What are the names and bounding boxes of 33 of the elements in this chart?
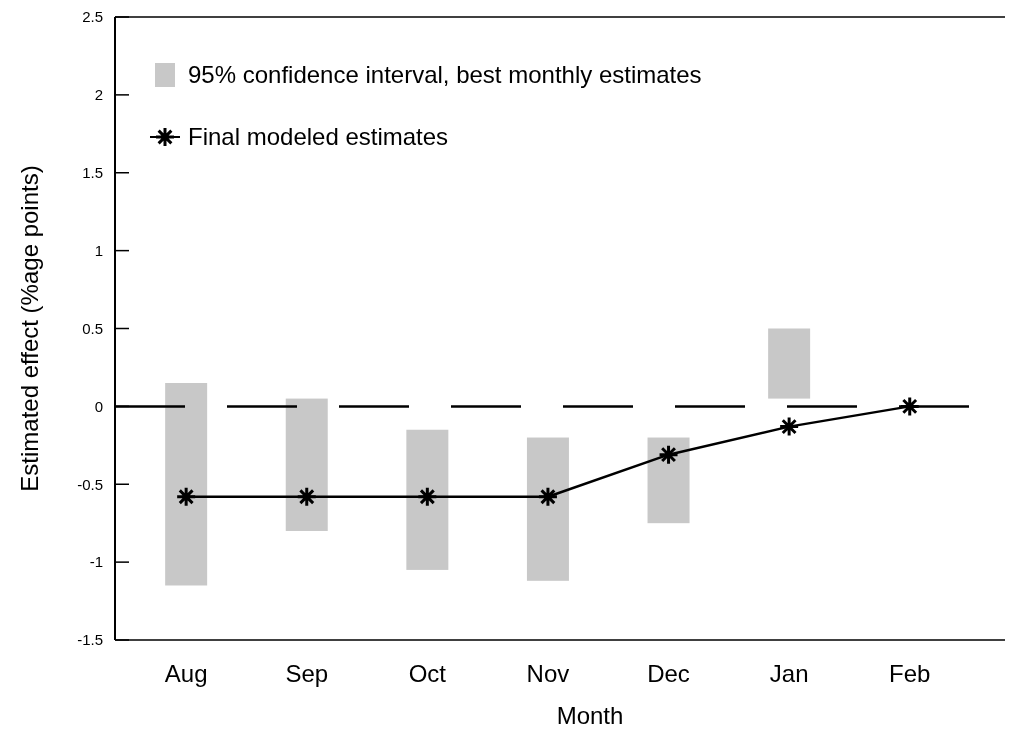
y-tick-label: 1.5: [82, 164, 103, 181]
point: [416, 486, 438, 508]
point: [296, 486, 318, 508]
bar: [526, 437, 569, 581]
y-tick-label: 0: [94, 397, 103, 415]
bar: [165, 383, 208, 586]
y-tick-label: 2.5: [82, 8, 103, 26]
bar: [285, 398, 328, 531]
point: [658, 444, 680, 466]
x-axis-title: Month: [556, 702, 624, 729]
y-tick-label: -0.5: [77, 475, 103, 493]
x-tick-label: Jan: [769, 660, 809, 687]
x-tick-label: Aug: [164, 660, 208, 687]
point: [778, 416, 800, 438]
legend-label: 95% confidence interval, best monthly estimates: [188, 61, 702, 89]
x-tick-label: Sep: [285, 660, 329, 687]
bar: [647, 437, 690, 524]
x-tick-label: Nov: [526, 660, 570, 687]
x-tick-label: Oct: [408, 660, 447, 687]
y-tick-label: -1: [89, 553, 103, 571]
bar: [768, 328, 811, 399]
x-tick-label: Dec: [647, 660, 690, 687]
y-tick-label: 0.5: [82, 319, 103, 337]
y-tick-label: 1: [94, 241, 103, 259]
y-axis-title: Estimated effect (%age points): [16, 165, 43, 492]
point: [175, 486, 197, 508]
x-tick-label: Feb: [889, 660, 931, 687]
y-tick-label: -1.5: [77, 631, 103, 649]
point: [537, 486, 559, 508]
y-tick-label: 2: [94, 86, 103, 104]
bar: [406, 429, 449, 570]
legend-label: Final modeled estimates: [188, 123, 449, 151]
point: [899, 395, 921, 417]
